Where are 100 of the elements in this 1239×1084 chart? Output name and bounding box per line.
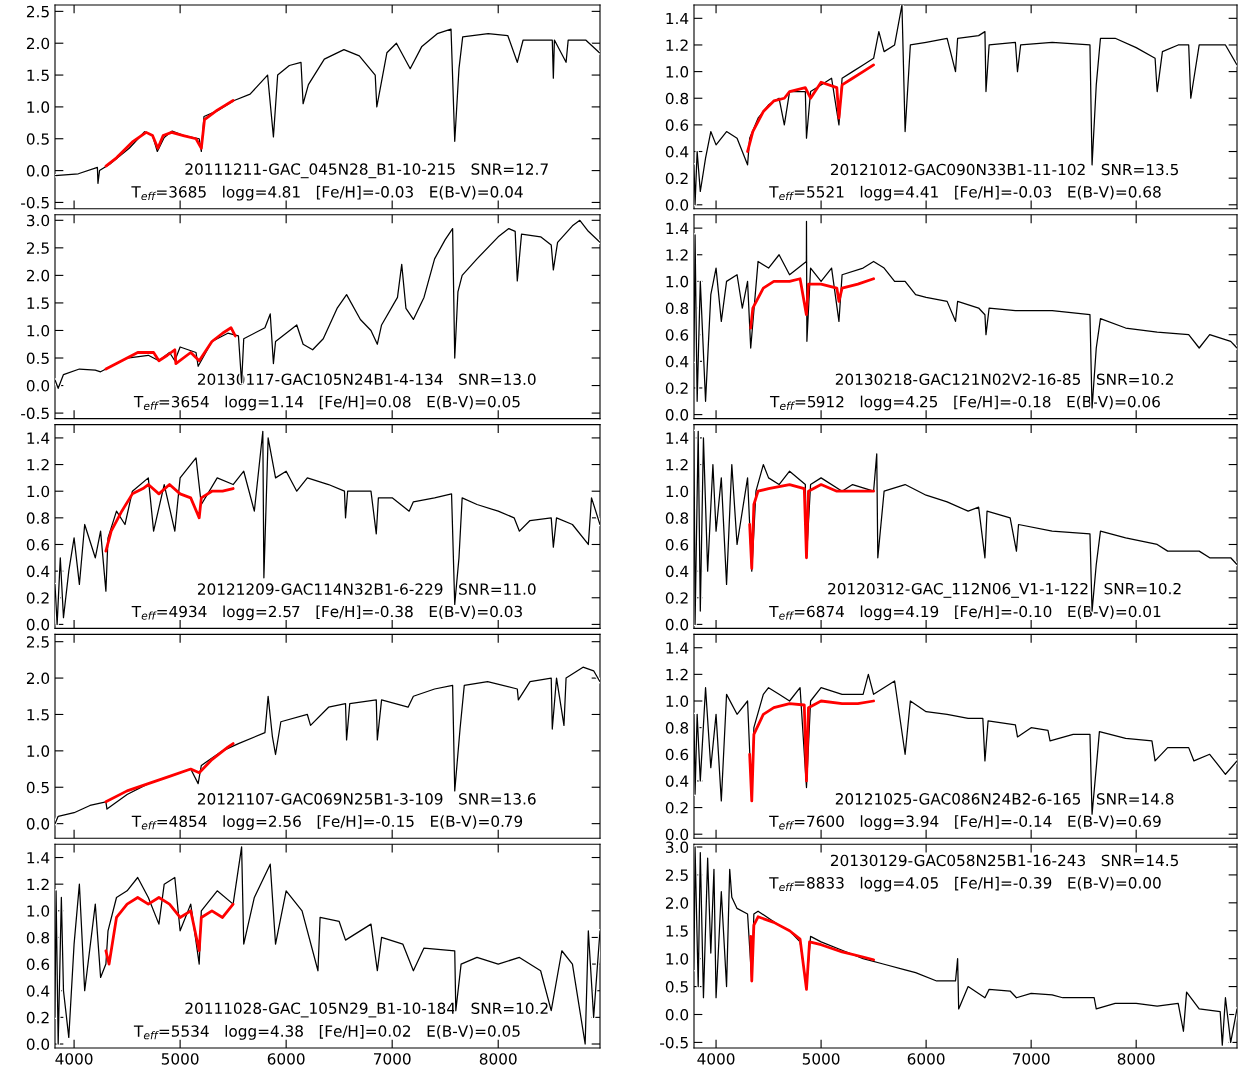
y-tick-label: 0.2 xyxy=(26,592,49,604)
y-tick-label: 0.4 xyxy=(665,775,689,787)
y-tick-label: 2.0 xyxy=(26,672,50,685)
y-tick-label: 0.5 xyxy=(26,352,49,365)
y-tick-label: 1.5 xyxy=(27,69,49,82)
y-tick-label: 2.5 xyxy=(665,869,688,881)
x-tick-label: 8000 xyxy=(1117,1053,1155,1065)
y-tick-label: 1.0 xyxy=(27,101,50,113)
y-tick-label: 1.5 xyxy=(666,925,688,937)
annotation: 20130218-GAC121N02V2-16-85 SNR=10.2 xyxy=(835,373,1173,386)
y-tick-label: 1.2 xyxy=(27,459,49,471)
annotation: T$_{eff}$=4854 logg=2.56 [Fe/H]=-0.15 E(B-V)=0.79 xyxy=(131,815,523,831)
annotation: 20121209-GAC114N32B1-6-229 SNR=11.0 xyxy=(197,583,536,595)
y-tick-label: 2.5 xyxy=(26,636,49,648)
y-tick-label: 0.0 xyxy=(26,380,50,392)
y-tick-label: 0.8 xyxy=(26,512,50,524)
y-tick-label: 0.5 xyxy=(26,781,49,794)
line-series xyxy=(104,483,235,553)
y-tick-label: 1.2 xyxy=(666,249,688,261)
y-tick-label: 0.6 xyxy=(26,538,50,551)
y-tick-label: 1.2 xyxy=(666,668,688,681)
y-tick-label: 0.4 xyxy=(26,565,50,578)
y-tick-label: 0.0 xyxy=(665,409,689,421)
y-tick-label: 2.5 xyxy=(26,242,49,254)
annotation: T$_{eff}$=4934 logg=2.57 [Fe/H]=-0.38 E(B-V)=0.03 xyxy=(131,605,522,621)
y-tick-label: 1.5 xyxy=(27,709,49,721)
x-tick-label: 8000 xyxy=(479,1053,517,1065)
y-tick-label: 3.0 xyxy=(27,214,50,227)
y-tick-label: 1.0 xyxy=(27,485,50,498)
annotation: T$_{eff}$=5534 logg=4.38 [Fe/H]=0.02 E(B-V)=0.05 xyxy=(133,1025,520,1040)
y-tick-label: 3.0 xyxy=(666,841,689,854)
y-tick-label: 0.2 xyxy=(665,592,688,604)
y-tick-label: 0.0 xyxy=(26,1038,50,1051)
x-tick-label: 4000 xyxy=(697,1053,735,1065)
line-series xyxy=(694,5,1237,207)
x-tick-label: 5000 xyxy=(161,1053,199,1065)
line-series xyxy=(694,845,1237,1047)
y-tick-label: 1.4 xyxy=(666,222,689,234)
y-tick-label: 1.0 xyxy=(666,485,689,498)
x-tick-label: 7000 xyxy=(373,1053,411,1065)
y-tick-label: 1.0 xyxy=(666,953,689,965)
x-tick-label: 6000 xyxy=(267,1053,305,1065)
line-series xyxy=(748,483,875,570)
y-tick-label: 1.4 xyxy=(666,432,689,444)
y-tick-label: 0.6 xyxy=(26,958,50,971)
y-tick-label: 0.8 xyxy=(26,931,50,944)
annotation: T$_{eff}$=8833 logg=4.05 [Fe/H]=-0.39 E(B-V)=0.00 xyxy=(769,876,1161,892)
y-tick-label: 1.5 xyxy=(27,297,49,309)
y-tick-label: 1.2 xyxy=(27,878,49,890)
y-tick-label: 0.5 xyxy=(26,133,49,145)
x-tick-label: 7000 xyxy=(1012,1053,1050,1065)
y-tick-label: 1.0 xyxy=(27,324,50,337)
y-tick-label: 0.0 xyxy=(665,828,689,841)
y-tick-label: 0.2 xyxy=(665,172,688,185)
y-tick-label: 1.4 xyxy=(666,642,689,654)
y-tick-label: 2.5 xyxy=(26,5,49,18)
line-series xyxy=(749,277,875,330)
y-tick-label: 1.4 xyxy=(27,432,50,444)
line-series xyxy=(104,326,237,371)
y-tick-label: 0.4 xyxy=(26,985,50,997)
y-tick-label: 0.0 xyxy=(665,618,689,631)
y-tick-label: 1.0 xyxy=(27,905,50,917)
annotation: 20120312-GAC_112N06_V1-1-122 SNR=10.2 xyxy=(828,582,1181,598)
x-tick-label: 5000 xyxy=(802,1053,840,1065)
y-tick-label: 0.4 xyxy=(665,145,689,158)
y-tick-label: 2.0 xyxy=(26,269,50,282)
line-series xyxy=(746,63,875,153)
y-tick-label: 1.4 xyxy=(666,12,689,25)
y-tick-label: 0.6 xyxy=(665,329,689,341)
y-tick-label: -0.5 xyxy=(660,1036,688,1049)
y-tick-label: 0.6 xyxy=(665,748,689,761)
y-tick-label: 0.4 xyxy=(665,565,689,578)
annotation: T$_{eff}$=3685 logg=4.81 [Fe/H]=-0.03 E(B-V)=0.04 xyxy=(131,185,523,201)
y-tick-label: -0.5 xyxy=(21,407,49,420)
annotation: 20121107-GAC069N25B1-3-109 SNR=13.6 xyxy=(197,793,536,805)
y-tick-label: 0.6 xyxy=(665,538,689,551)
y-tick-label: 1.0 xyxy=(27,745,50,757)
annotation: T$_{eff}$=7600 logg=3.94 [Fe/H]=-0.14 E(B-V)=0.69 xyxy=(769,815,1161,831)
y-tick-label: 0.8 xyxy=(665,512,689,524)
y-tick-label: 1.0 xyxy=(666,66,689,78)
y-tick-label: 0.0 xyxy=(26,818,50,830)
y-tick-label: 2.0 xyxy=(26,37,50,50)
y-tick-label: 0.2 xyxy=(26,1011,49,1024)
y-tick-label: 0.0 xyxy=(665,1008,689,1021)
annotation: T$_{eff}$=5521 logg=4.41 [Fe/H]=-0.03 E(B-V)=0.68 xyxy=(769,185,1161,201)
y-tick-label: 0.0 xyxy=(665,199,689,211)
y-tick-label: 0.8 xyxy=(665,722,689,734)
y-tick-label: 2.0 xyxy=(665,897,689,909)
y-tick-label: 0.6 xyxy=(665,119,689,131)
y-tick-label: 0.0 xyxy=(26,165,50,177)
y-tick-label: 0.8 xyxy=(665,302,689,315)
y-tick-label: 1.4 xyxy=(27,852,50,864)
annotation: 20130129-GAC058N25B1-16-243 SNR=14.5 xyxy=(830,854,1179,867)
annotation: 20111211-GAC_045N28_B1-10-215 SNR=12.7 xyxy=(185,163,548,179)
annotation: 20121012-GAC090N33B1-11-102 SNR=13.5 xyxy=(830,163,1179,176)
y-tick-label: 1.0 xyxy=(666,695,689,708)
y-tick-label: 1.0 xyxy=(666,275,689,288)
line-series xyxy=(749,915,875,991)
x-tick-label: 6000 xyxy=(907,1053,945,1065)
y-tick-label: 1.2 xyxy=(666,39,688,51)
